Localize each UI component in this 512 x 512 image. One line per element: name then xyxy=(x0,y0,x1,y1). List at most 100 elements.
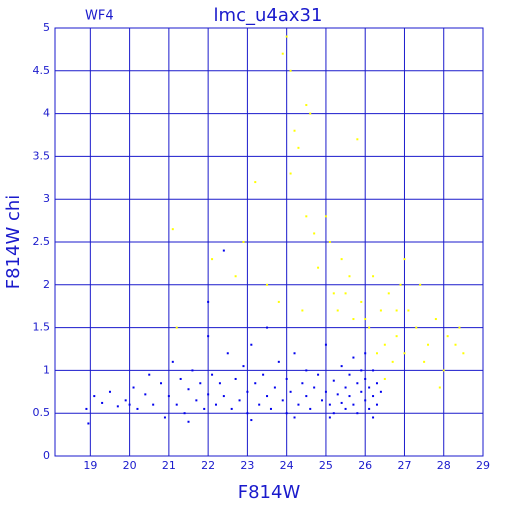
point xyxy=(250,343,253,346)
point xyxy=(85,407,88,410)
point xyxy=(128,403,131,406)
x-tick-label: 21 xyxy=(162,459,176,472)
point xyxy=(234,275,237,278)
point xyxy=(273,386,276,389)
point xyxy=(332,379,335,382)
point xyxy=(242,365,245,368)
point xyxy=(293,129,296,132)
point xyxy=(266,395,269,398)
point xyxy=(277,300,280,303)
y-tick-label: 0 xyxy=(43,449,50,462)
point xyxy=(403,258,406,261)
point xyxy=(364,377,367,380)
point xyxy=(289,69,292,72)
point xyxy=(415,326,418,329)
point xyxy=(324,390,327,393)
point xyxy=(372,275,375,278)
point xyxy=(160,382,163,385)
point xyxy=(246,412,249,415)
y-tick-label: 1 xyxy=(43,363,50,376)
x-tick-label: 27 xyxy=(397,459,411,472)
point xyxy=(372,416,375,419)
point xyxy=(285,377,288,380)
point xyxy=(324,215,327,218)
point xyxy=(281,399,284,402)
point xyxy=(368,326,371,329)
point xyxy=(175,403,178,406)
point xyxy=(383,343,386,346)
point xyxy=(297,403,300,406)
x-axis-label: F814W xyxy=(238,482,301,503)
point xyxy=(183,412,186,415)
point xyxy=(407,309,410,312)
point xyxy=(328,403,331,406)
point xyxy=(309,112,312,115)
point xyxy=(344,386,347,389)
point xyxy=(364,399,367,402)
point xyxy=(383,377,386,380)
point xyxy=(203,407,206,410)
point xyxy=(269,407,272,410)
x-tick-label: 29 xyxy=(476,459,490,472)
point xyxy=(356,382,359,385)
point xyxy=(293,352,296,355)
point xyxy=(423,360,426,363)
point xyxy=(348,373,351,376)
point xyxy=(387,292,390,295)
point xyxy=(340,258,343,261)
point xyxy=(328,241,331,243)
point xyxy=(191,369,194,372)
point xyxy=(368,386,371,389)
y-tick-label: 4.5 xyxy=(33,64,51,77)
point xyxy=(195,399,198,402)
point xyxy=(214,403,217,406)
point xyxy=(250,419,253,422)
y-axis-label: F814W chi xyxy=(3,195,24,290)
point xyxy=(254,181,257,184)
point xyxy=(293,416,296,419)
point xyxy=(301,309,304,312)
point xyxy=(277,360,280,363)
point xyxy=(336,309,339,312)
point xyxy=(348,275,351,278)
point xyxy=(391,360,394,363)
point xyxy=(324,343,327,346)
point xyxy=(375,403,378,406)
point xyxy=(364,318,367,321)
point xyxy=(364,352,367,355)
point xyxy=(187,420,190,423)
point xyxy=(375,352,378,355)
point xyxy=(419,283,422,286)
point xyxy=(230,407,233,410)
point xyxy=(226,352,229,355)
y-tick-label: 4 xyxy=(43,107,50,120)
point xyxy=(368,407,371,410)
point xyxy=(289,390,292,393)
point xyxy=(281,52,284,55)
point xyxy=(379,390,382,393)
point xyxy=(285,412,288,415)
point xyxy=(199,382,202,385)
point xyxy=(340,401,343,404)
x-tick-label: 23 xyxy=(240,459,254,472)
point xyxy=(136,407,139,410)
point xyxy=(344,407,347,410)
point xyxy=(336,393,339,396)
x-tick-label: 19 xyxy=(83,459,97,472)
point xyxy=(372,395,375,398)
point xyxy=(262,373,265,376)
point xyxy=(395,335,398,338)
point xyxy=(356,412,359,415)
point xyxy=(442,369,445,372)
point xyxy=(434,318,437,321)
point xyxy=(222,249,225,252)
point xyxy=(446,335,449,338)
point xyxy=(246,390,249,393)
point xyxy=(289,172,292,175)
point xyxy=(163,416,166,419)
point xyxy=(317,373,320,376)
point xyxy=(332,412,335,415)
point xyxy=(285,35,288,38)
x-tick-label: 28 xyxy=(437,459,451,472)
point xyxy=(372,369,375,372)
